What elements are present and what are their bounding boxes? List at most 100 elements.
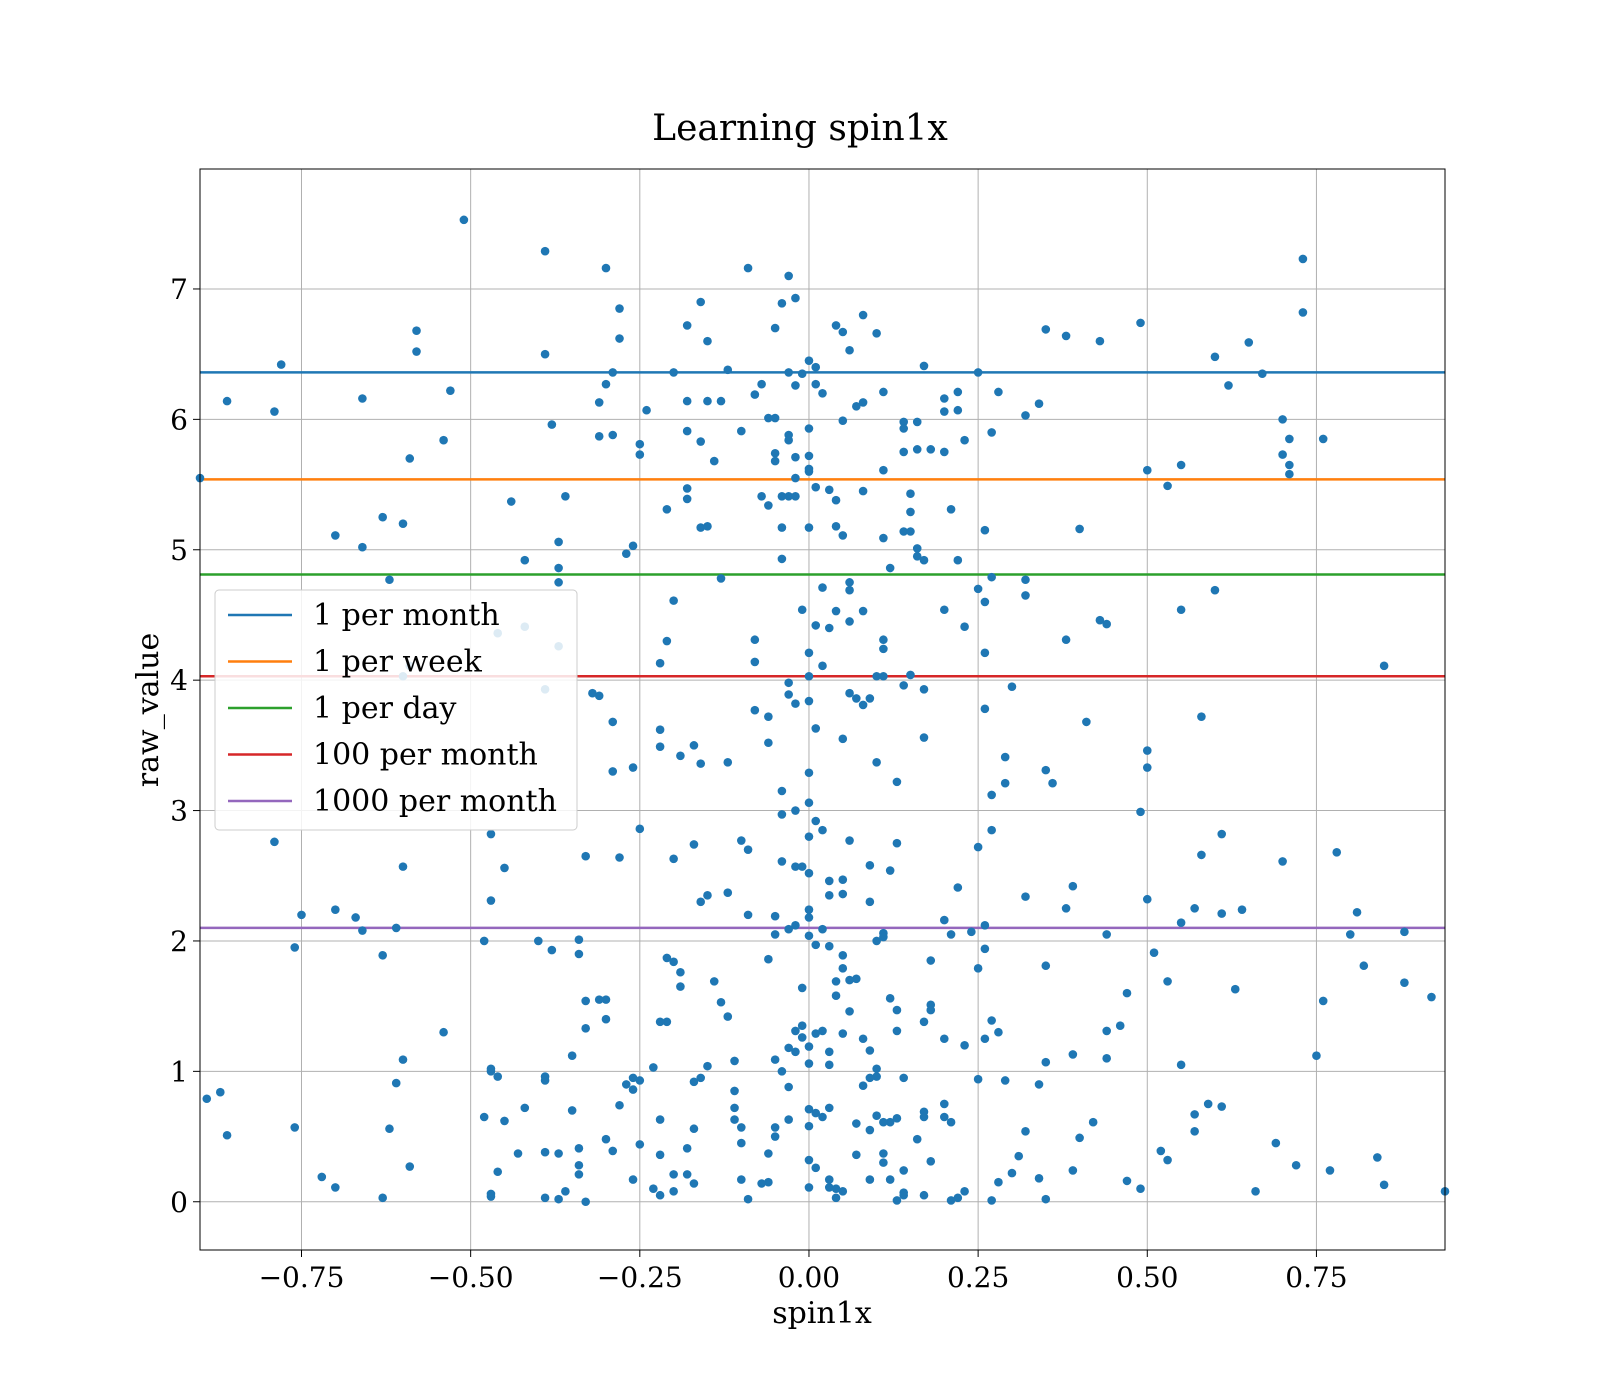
scatter-point (858, 1034, 868, 1044)
scatter-point (784, 435, 793, 445)
scatter-point (791, 452, 800, 462)
scatter-point (574, 1170, 584, 1179)
scatter-point (926, 1157, 936, 1166)
scatter-point (858, 398, 868, 407)
scatter-point (831, 1184, 841, 1194)
scatter-point (953, 405, 963, 415)
y-tick-label: 6 (170, 403, 188, 436)
scatter-point (973, 368, 983, 377)
scatter-point (791, 862, 800, 871)
scatter-point (838, 327, 848, 337)
scatter-point (628, 1085, 638, 1094)
scatter-point (987, 1196, 996, 1205)
scatter-point (628, 1073, 638, 1083)
scatter-point (608, 767, 618, 776)
scatter-point (865, 861, 875, 870)
scatter-point (1176, 605, 1186, 615)
scatter-point (912, 551, 922, 561)
scatter-point (791, 699, 800, 708)
scatter-point (554, 1149, 563, 1158)
scatter-point (1251, 1187, 1260, 1196)
scatter-point (1007, 682, 1017, 691)
scatter-point (1285, 469, 1294, 479)
scatter-point (811, 940, 821, 950)
scatter-point (797, 1033, 807, 1042)
scatter-point (628, 1175, 638, 1184)
scatter-point (1034, 1173, 1044, 1183)
scatter-point (757, 379, 766, 389)
scatter-point (1048, 778, 1057, 788)
scatter-point (838, 1029, 848, 1038)
scatter-point (486, 1192, 496, 1201)
scatter-point (730, 1103, 739, 1113)
scatter-point (703, 1061, 712, 1071)
scatter-point (655, 725, 665, 735)
scatter-point (845, 345, 854, 355)
scatter-point (276, 360, 286, 369)
scatter-point (723, 1012, 733, 1021)
x-tick-label: −0.50 (428, 1261, 514, 1294)
scatter-point (1000, 1076, 1010, 1085)
scatter-point (703, 336, 712, 346)
scatter-point (737, 1123, 746, 1132)
scatter-point (540, 246, 550, 256)
scatter-point (1345, 930, 1355, 939)
scatter-point (317, 1172, 327, 1182)
scatter-point (1210, 585, 1220, 595)
scatter-point (574, 949, 584, 959)
scatter-point (919, 1017, 929, 1027)
scatter-point (764, 413, 773, 423)
scatter-point (1122, 1176, 1132, 1186)
scatter-point (919, 1112, 929, 1122)
scatter-point (520, 1103, 530, 1113)
scatter-point (682, 494, 692, 504)
scatter-point (804, 931, 814, 941)
scatter-point (655, 742, 665, 751)
scatter-point (682, 321, 692, 330)
scatter-point (980, 704, 990, 714)
scatter-point (689, 1124, 699, 1134)
scatter-point (784, 491, 793, 501)
scatter-point (1237, 905, 1247, 914)
scatter-point (446, 386, 455, 395)
scatter-point (770, 1123, 780, 1132)
scatter-point (994, 387, 1003, 397)
scatter-point (791, 921, 800, 930)
scatter-point (838, 951, 848, 960)
scatter-point (939, 1034, 949, 1044)
scatter-point (1400, 978, 1409, 987)
scatter-point (635, 824, 645, 834)
scatter-point (655, 1115, 665, 1124)
scatter-point (865, 694, 875, 703)
scatter-point (872, 329, 881, 338)
scatter-point (953, 555, 963, 565)
scatter-point (899, 424, 908, 433)
scatter-point (973, 584, 983, 594)
scatter-point (939, 1112, 949, 1122)
scatter-point (777, 299, 787, 308)
scatter-point (635, 450, 645, 459)
scatter-point (1176, 918, 1186, 928)
scatter-point (567, 1051, 577, 1061)
scatter-point (1142, 763, 1152, 772)
scatter-point (716, 574, 726, 583)
scatter-point (588, 688, 597, 698)
scatter-point (838, 531, 848, 540)
scatter-point (581, 1024, 590, 1033)
scatter-point (635, 1076, 645, 1085)
legend-label: 1 per week (313, 645, 483, 680)
scatter-point (1014, 1151, 1024, 1161)
scatter-point (967, 927, 976, 937)
scatter-point (899, 447, 908, 457)
scatter-point (581, 851, 590, 861)
legend-label: 1000 per month (313, 784, 557, 819)
scatter-point (804, 905, 814, 914)
scatter-point (608, 717, 618, 727)
scatter-point (912, 445, 922, 454)
scatter-point (811, 724, 821, 733)
scatter-point (358, 542, 367, 552)
scatter-point (953, 883, 963, 892)
scatter-point (709, 977, 719, 986)
scatter-point (784, 690, 793, 699)
scatter-point (824, 1175, 834, 1184)
